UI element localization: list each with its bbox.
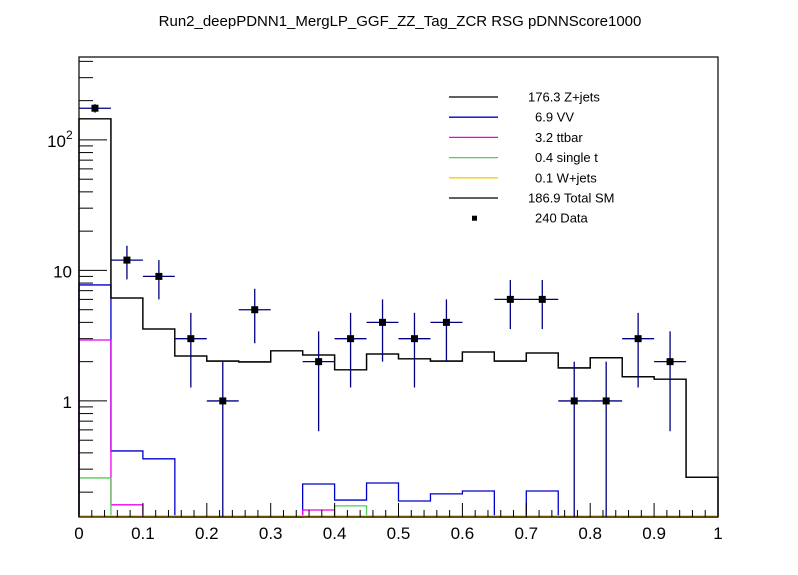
x-tick-label: 0.5	[387, 524, 411, 543]
x-tick-label: 0.3	[259, 524, 283, 543]
data-marker	[91, 104, 99, 112]
data-marker	[666, 358, 674, 366]
data-marker	[123, 256, 131, 264]
data-marker	[379, 318, 387, 326]
x-tick-label: 0.7	[514, 524, 538, 543]
data-point	[654, 331, 687, 432]
legend-label: 0.1 W+jets	[535, 170, 597, 185]
y-tick-label-base: 10	[47, 132, 66, 151]
data-point	[526, 279, 559, 330]
data-point	[558, 361, 591, 517]
legend-entry-total-sm: 186.9 Total SM	[449, 191, 614, 206]
x-tick-label: 1	[713, 524, 722, 543]
data-point	[430, 299, 463, 362]
y-tick-label: 10	[47, 132, 66, 151]
data-point	[366, 299, 399, 362]
y-tick-label-base: 1	[63, 393, 72, 412]
x-tick-label: 0.2	[195, 524, 219, 543]
data-marker	[506, 295, 514, 303]
data-point	[110, 245, 143, 280]
legend-label: 0.4 single t	[535, 150, 598, 165]
legend-label: 3.2 ttbar	[535, 130, 583, 145]
legend-entry-data: 240 Data	[472, 211, 589, 226]
legend-label: 240 Data	[535, 211, 589, 226]
legend-entry-z-jets: 176.3 Z+jets	[449, 90, 600, 105]
data-points-layer	[79, 104, 687, 517]
legend-entry-w-jets: 0.1 W+jets	[449, 170, 597, 185]
data-point	[398, 312, 431, 388]
data-marker	[570, 397, 578, 405]
data-marker	[347, 335, 355, 343]
y-tick-label: 10	[53, 262, 72, 281]
legend-entry-ttbar: 3.2 ttbar	[449, 130, 583, 145]
data-marker	[538, 295, 546, 303]
data-marker	[155, 272, 163, 280]
x-tick-label: 0.9	[642, 524, 666, 543]
legend-entry-vv: 6.9 VV	[449, 110, 574, 125]
plot-frame	[78, 56, 719, 518]
y-tick-label: 1	[63, 393, 72, 412]
histogram-total-sm	[78, 118, 719, 517]
x-tick-label: 0.4	[323, 524, 347, 543]
data-point	[238, 288, 271, 344]
data-marker	[442, 318, 450, 326]
histogram-z-jets	[78, 118, 719, 517]
data-marker	[251, 306, 259, 314]
data-marker	[187, 335, 195, 343]
data-marker	[315, 358, 323, 366]
data-point	[494, 279, 527, 330]
legend-data-marker-icon	[472, 215, 477, 221]
histogram-layer	[78, 118, 719, 518]
data-point	[622, 312, 655, 388]
y-tick-label-base: 10	[53, 262, 72, 281]
legend: 176.3 Z+jets 6.9 VV 3.2 ttbar 0.4 single t 0…	[449, 90, 614, 226]
chart-title: Run2_deepPDNN1_MergLP_GGF_ZZ_Tag_ZCR RSG…	[159, 13, 642, 30]
data-point	[206, 361, 239, 517]
y-tick-label-exponent: 2	[66, 128, 73, 142]
data-point	[142, 260, 175, 300]
data-point	[174, 312, 207, 388]
legend-entry-single-t: 0.4 single t	[449, 150, 598, 165]
x-tick-label: 0	[74, 524, 83, 543]
data-marker	[634, 335, 642, 343]
legend-label: 176.3 Z+jets	[528, 90, 600, 105]
data-marker	[602, 397, 610, 405]
data-marker	[410, 335, 418, 343]
legend-label: 6.9 VV	[535, 110, 574, 125]
x-tick-label: 0.8	[578, 524, 602, 543]
x-tick-label: 0.6	[451, 524, 475, 543]
data-point	[590, 361, 623, 517]
legend-label: 186.9 Total SM	[528, 191, 614, 206]
data-point	[79, 104, 111, 113]
data-point	[334, 312, 367, 388]
data-point	[302, 331, 335, 432]
x-tick-label: 0.1	[131, 524, 155, 543]
data-marker	[219, 397, 227, 405]
